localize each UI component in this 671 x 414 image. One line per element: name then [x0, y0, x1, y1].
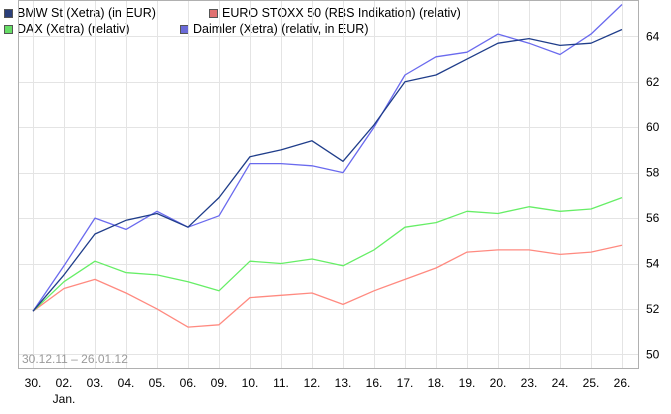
x-month-label: Jan. [53, 392, 76, 406]
series-line-bmw-st [32, 28, 623, 312]
x-tick-label: 25. [583, 376, 600, 390]
y-tick-label: 62 [646, 75, 660, 89]
x-tick-label: 06. [180, 376, 197, 390]
x-tick-label: 26. [614, 376, 631, 390]
x-tick-label: 17. [397, 376, 414, 390]
plot-frame [18, 0, 639, 369]
y-tick-label: 56 [646, 211, 660, 225]
x-tick-label: 09. [211, 376, 228, 390]
legend-swatch-bmw [4, 9, 13, 18]
legend-label-bmw: BMW St (Xetra) (in EUR) [17, 6, 156, 20]
x-tick-label: 30. [25, 376, 42, 390]
x-tick-label: 24. [552, 376, 569, 390]
x-tick-label: 13. [335, 376, 352, 390]
x-tick-label: 11. [273, 376, 289, 390]
y-tick-label: 52 [646, 302, 660, 316]
series-line-daimler [32, 4, 623, 312]
x-tick-label: 12. [304, 376, 321, 390]
y-tick-label: 64 [646, 29, 660, 43]
x-tick-label: 10. [242, 376, 259, 390]
y-tick-label: 60 [646, 120, 660, 134]
x-tick-label: 02. [56, 376, 73, 390]
x-tick-label: 03. [87, 376, 104, 390]
x-tick-label: 04. [118, 376, 135, 390]
legend-label-dax: DAX (Xetra) (relativ) [17, 22, 130, 36]
x-tick-label: 05. [149, 376, 166, 390]
series-line-dax [32, 196, 623, 312]
legend-swatch-euro-stoxx-50 [209, 9, 218, 18]
x-tick-label: 16. [366, 376, 383, 390]
x-tick-label: 19. [459, 376, 476, 390]
series-line-euro-stoxx-50 [32, 244, 623, 328]
y-tick-label: 50 [646, 347, 660, 361]
series-lines [32, 4, 623, 328]
gridlines [18, 0, 638, 368]
legend-swatch-dax [4, 25, 13, 34]
x-tick-label: 20. [490, 376, 507, 390]
y-tick-label: 58 [646, 166, 660, 180]
x-tick-label: 23. [521, 376, 538, 390]
x-tick-label: 18. [428, 376, 445, 390]
legend-item-bmw: BMW St (Xetra) (in EUR) [4, 6, 156, 20]
legend-item-dax: DAX (Xetra) (relativ) [4, 22, 130, 36]
date-range-label: 30.12.11 – 26.01.12 [22, 352, 128, 366]
y-axis: 50 52 54 56 58 60 62 64 [646, 29, 660, 361]
x-axis: 30. 02. 03. 04. 05. 06. 09. 10. 11. 12. 13. 16. 17. 1… [25, 376, 631, 406]
legend-label-daimler: Daimler (Xetra) (relativ, in EUR) [193, 22, 369, 36]
y-tick-label: 54 [646, 257, 660, 271]
